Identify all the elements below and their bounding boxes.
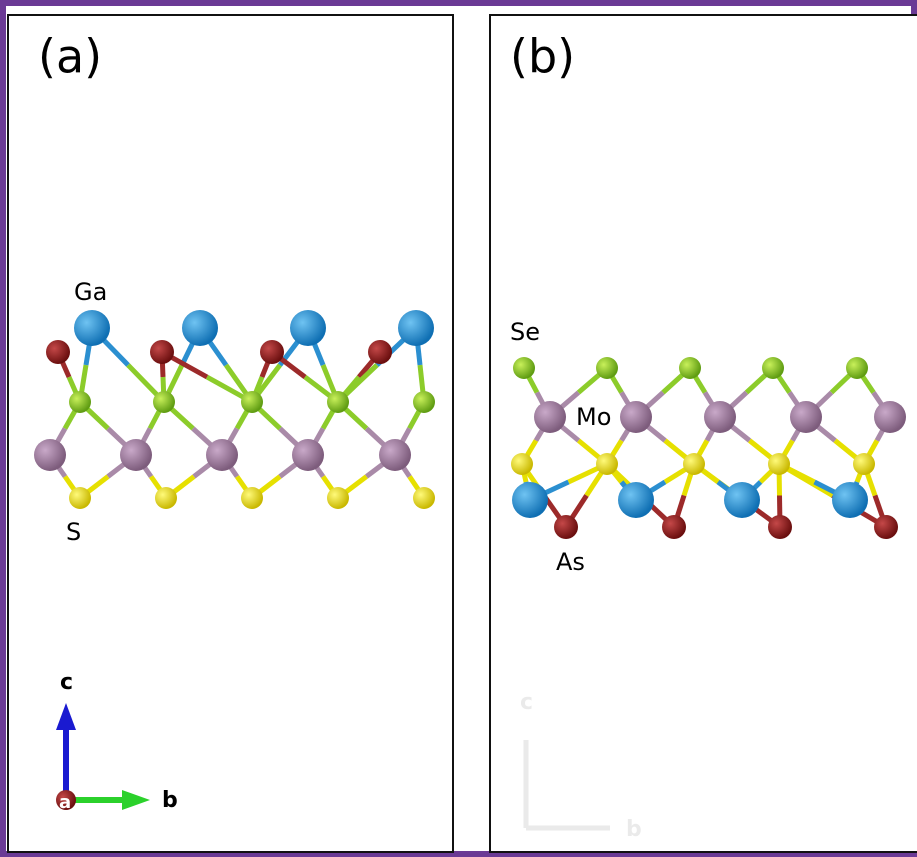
atom: [182, 310, 218, 346]
atom: [513, 357, 535, 379]
atom: [512, 482, 548, 518]
atom: [241, 391, 263, 413]
atom: [596, 453, 618, 475]
atom-label: Ga: [74, 278, 107, 306]
atom: [768, 453, 790, 475]
atom: [620, 401, 652, 433]
atom: [768, 515, 792, 539]
axis-label: b: [626, 817, 642, 842]
atom: [46, 340, 70, 364]
atom: [534, 401, 566, 433]
atom: [511, 453, 533, 475]
atom: [69, 487, 91, 509]
atom: [206, 439, 238, 471]
atom: [290, 310, 326, 346]
atom: [327, 391, 349, 413]
atom: [874, 401, 906, 433]
atom: [327, 487, 349, 509]
atom: [120, 439, 152, 471]
atom: [762, 357, 784, 379]
atom-label: Mo: [576, 403, 611, 431]
atom: [241, 487, 263, 509]
atom: [398, 310, 434, 346]
atom: [155, 487, 177, 509]
panel-b: [490, 15, 917, 852]
atom: [832, 482, 868, 518]
axis-label: c: [520, 690, 533, 715]
atom-label: As: [556, 548, 585, 576]
atom: [379, 439, 411, 471]
atom: [413, 487, 435, 509]
atom: [554, 515, 578, 539]
atom: [260, 340, 284, 364]
atom: [34, 439, 66, 471]
atom: [679, 357, 701, 379]
atom: [618, 482, 654, 518]
axis-label: b: [162, 788, 178, 813]
atom: [413, 391, 435, 413]
atom: [662, 515, 686, 539]
axis-label: c: [60, 670, 73, 695]
atom: [150, 340, 174, 364]
atom: [846, 357, 868, 379]
atom: [74, 310, 110, 346]
axis-label: a: [59, 792, 71, 813]
atom: [724, 482, 760, 518]
atom: [853, 453, 875, 475]
atom: [153, 391, 175, 413]
panel-a: [8, 15, 453, 852]
atom-label: Se: [510, 318, 540, 346]
atom: [596, 357, 618, 379]
atom: [874, 515, 898, 539]
panel-label: (b): [510, 30, 575, 84]
atom-label: S: [66, 518, 81, 546]
figure: (a) Ga S (b) Se Mo As c a b c b: [0, 0, 917, 857]
panel-label: (a): [38, 30, 102, 84]
atom: [704, 401, 736, 433]
atom: [368, 340, 392, 364]
atom: [790, 401, 822, 433]
atom: [683, 453, 705, 475]
atom: [69, 391, 91, 413]
atom: [292, 439, 324, 471]
